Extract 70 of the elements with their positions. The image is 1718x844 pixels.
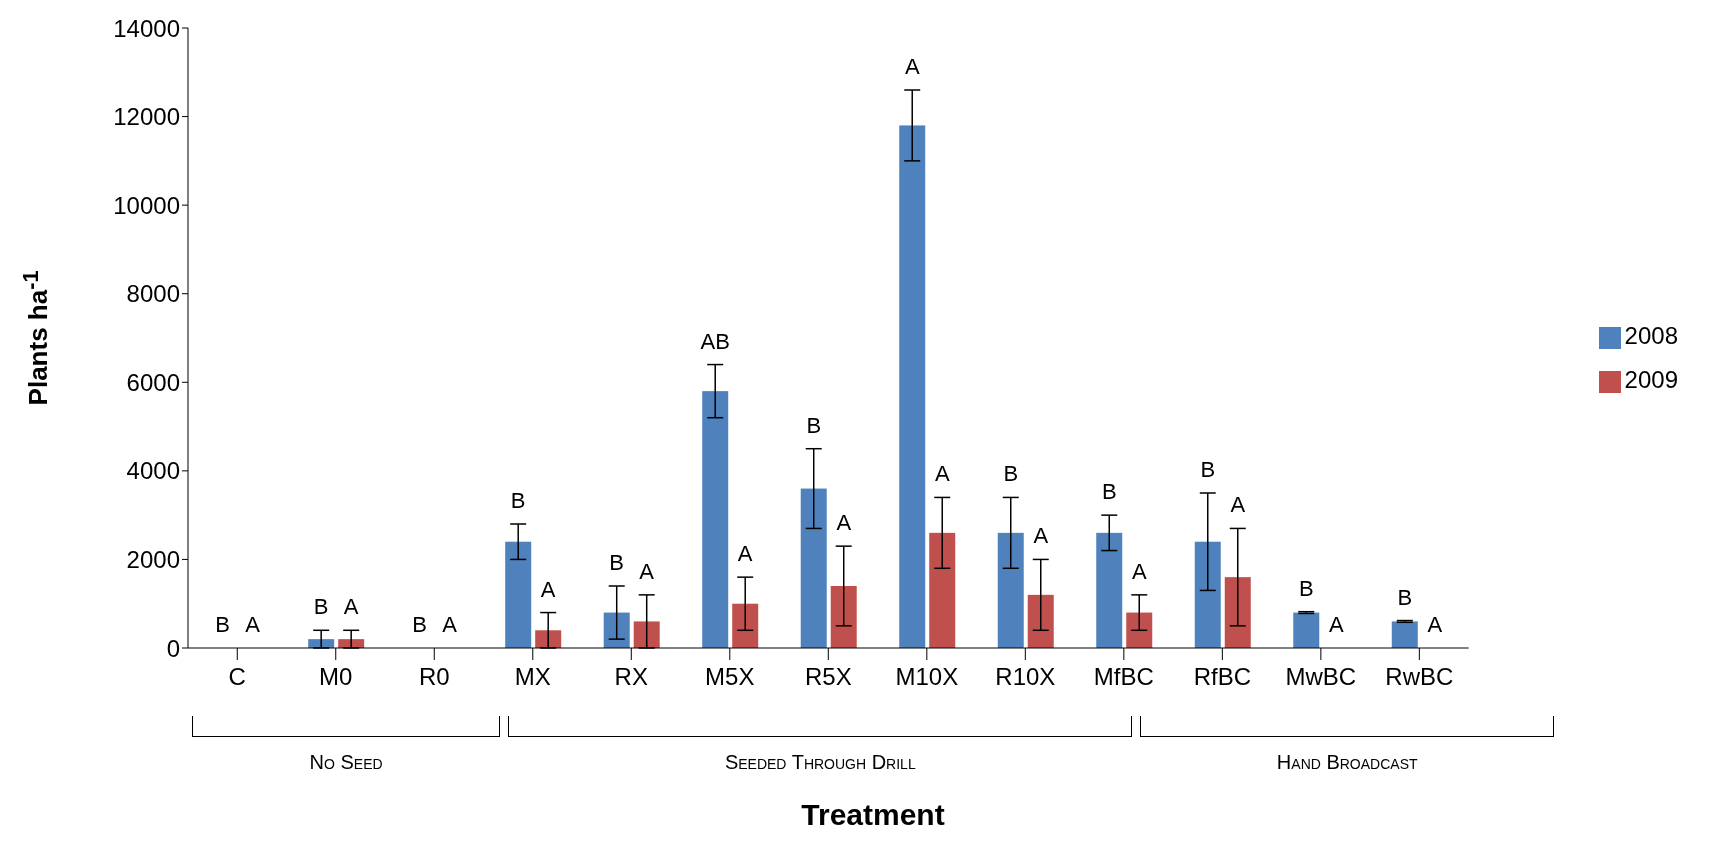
- bar: [633, 621, 660, 648]
- data-label: A: [540, 576, 556, 602]
- data-label: B: [609, 550, 625, 575]
- bar: [603, 612, 630, 648]
- data-label: A: [1131, 558, 1147, 584]
- bar: [702, 391, 729, 648]
- x-tick-label: MX: [514, 663, 551, 691]
- text: Hand Broadcast: [1275, 751, 1419, 774]
- data-label: A: [934, 461, 950, 487]
- x-axis-title: Treatment: [800, 798, 946, 832]
- data-label: B: [510, 488, 526, 513]
- bar: [899, 125, 926, 648]
- bar: [1126, 612, 1153, 648]
- bar: [732, 603, 759, 648]
- y-tick-label: 12000: [113, 103, 180, 131]
- x-tick-label: M5X: [705, 663, 755, 691]
- data-label: A: [836, 510, 852, 536]
- bar: [505, 541, 532, 648]
- x-tick-label: M10X: [895, 663, 959, 691]
- data-label: B: [313, 594, 329, 620]
- text: No Seed: [308, 751, 384, 774]
- data-label: B: [215, 612, 231, 637]
- data-label: B: [1101, 479, 1117, 505]
- legend-label: 2008: [1624, 322, 1678, 349]
- y-tick-label: 6000: [126, 368, 180, 396]
- x-tick-label: R0: [418, 663, 450, 691]
- text: Seeded Through Drill: [723, 751, 917, 774]
- x-tick-label: R10X: [995, 663, 1056, 691]
- y-tick-label: 10000: [113, 191, 180, 219]
- bar: [800, 488, 827, 648]
- data-label: A: [1328, 612, 1344, 637]
- data-label: A: [442, 612, 458, 637]
- bar: [1027, 594, 1054, 648]
- x-tick-label: RX: [614, 663, 648, 691]
- x-tick-label: MwBC: [1285, 663, 1357, 691]
- data-label: A: [639, 558, 655, 584]
- y-tick-label: 14000: [113, 14, 180, 42]
- data-label: AB: [700, 328, 730, 354]
- x-tick-label: C: [228, 663, 246, 691]
- bar: [1293, 612, 1320, 648]
- bar: [929, 532, 956, 648]
- data-label: A: [1033, 523, 1049, 549]
- bar: [1391, 621, 1418, 648]
- y-tick-label: 4000: [126, 457, 180, 485]
- data-label: A: [343, 594, 359, 620]
- data-label: B: [1397, 584, 1413, 610]
- bar: [1194, 541, 1221, 648]
- x-tick-label: RfBC: [1193, 663, 1252, 691]
- x-tick-label: RwBC: [1385, 663, 1454, 691]
- bar: [1096, 532, 1123, 648]
- data-label: A: [1427, 612, 1443, 637]
- data-label: B: [1003, 461, 1019, 487]
- y-tick-label: 2000: [126, 545, 180, 573]
- legend-label: 2009: [1624, 366, 1678, 393]
- data-label: B: [806, 412, 822, 438]
- data-label: A: [737, 541, 753, 567]
- bar: [830, 586, 857, 648]
- bar: [1224, 577, 1251, 648]
- data-label: A: [904, 54, 920, 79]
- data-label: B: [412, 612, 428, 637]
- x-tick-label: MfBC: [1093, 663, 1154, 691]
- data-label: A: [245, 612, 261, 637]
- x-tick-label: M0: [319, 663, 353, 691]
- y-tick-label: 8000: [126, 280, 180, 308]
- data-label: B: [1298, 575, 1314, 601]
- y-tick-label: 0: [166, 634, 180, 662]
- data-label: B: [1200, 457, 1216, 482]
- x-tick-label: R5X: [804, 663, 852, 691]
- data-label: A: [1230, 492, 1246, 518]
- bar: [997, 532, 1024, 648]
